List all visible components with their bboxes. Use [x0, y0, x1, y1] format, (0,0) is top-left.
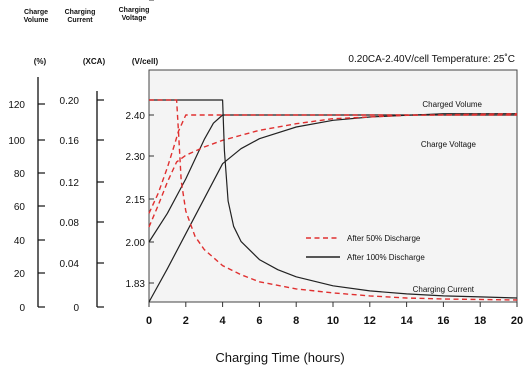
- voltage-tick-label: 2.30: [126, 152, 146, 163]
- volume-tick-label: 80: [14, 169, 26, 180]
- x-axis-ticks: 0 2 4 6 8 10 12 14 16 18 20: [146, 302, 523, 327]
- voltage-axis-header-1: Charging: [119, 7, 150, 14]
- current-axis-header-2: Current: [67, 17, 93, 24]
- voltage-axis-unit: (V/cell): [132, 57, 159, 66]
- x-tick-label: 2: [183, 315, 189, 327]
- current-tick-label: 0.12: [60, 178, 80, 189]
- volume-tick-label: 60: [14, 202, 26, 213]
- voltage-tick-label: 1.83: [126, 279, 146, 290]
- charged-volume-label: Charged Volume: [422, 100, 482, 109]
- charging-current-line-100: [149, 99, 518, 299]
- x-tick-label: 4: [220, 315, 227, 327]
- volume-tick-label: 20: [14, 269, 26, 280]
- volume-tick-label: 40: [14, 236, 26, 247]
- voltage-tick-label: 2.45: [126, 0, 146, 3]
- current-tick-label: 0.16: [60, 136, 80, 147]
- voltage-tick-label: 2.00: [126, 238, 146, 249]
- current-tick-label: 0.20: [60, 96, 80, 107]
- current-axis-header-1: Charging: [65, 9, 96, 16]
- charged-volume-line-50: [148, 113, 518, 228]
- voltage-axis-ticks: 1.83 2.00 2.15 2.30 2.40 2.45: [126, 0, 154, 290]
- current-tick-label: 0.08: [60, 218, 80, 229]
- x-tick-label: 8: [293, 315, 299, 327]
- legend-label-100: After 100% Discharge: [347, 253, 425, 262]
- x-tick-label: 14: [400, 315, 413, 327]
- chart-legend: After 50% Discharge After 100% Discharge: [306, 234, 425, 262]
- current-axis-ticks: 0 0.04 0.08 0.12 0.16 0.20: [60, 96, 104, 314]
- volume-axis-ticks: 0 20 40 60 80 100 120: [8, 100, 45, 314]
- charging-current-label: Charging Current: [413, 285, 475, 294]
- x-tick-label: 16: [437, 315, 449, 327]
- volume-tick-label: 120: [8, 100, 25, 111]
- x-tick-label: 6: [256, 315, 262, 327]
- legend-label-50: After 50% Discharge: [347, 234, 421, 243]
- volume-axis-header-2: Volume: [24, 17, 49, 24]
- current-tick-label: 0.04: [60, 259, 80, 270]
- charge-voltage-label: Charge Voltage: [421, 140, 477, 149]
- x-tick-label: 10: [327, 315, 339, 327]
- x-tick-label: 20: [511, 315, 523, 327]
- volume-tick-label: 100: [8, 136, 25, 147]
- voltage-tick-label: 2.40: [126, 111, 146, 122]
- volume-axis-header-1: Charge: [24, 9, 48, 16]
- current-axis-unit: (XCA): [83, 57, 106, 66]
- series-layer: [148, 99, 518, 303]
- current-tick-label: 0: [73, 303, 79, 314]
- charging-current-line-50: [149, 99, 518, 301]
- volume-axis-unit: (%): [34, 57, 47, 66]
- charge-voltage-line-50: [148, 114, 517, 214]
- x-tick-label: 0: [146, 315, 152, 327]
- x-tick-label: 18: [474, 315, 486, 327]
- x-axis-label: Charging Time (hours): [215, 350, 344, 365]
- chart-conditions: 0.20CA-2.40V/cell Temperature: 25˚C: [348, 53, 515, 65]
- x-tick-label: 12: [364, 315, 376, 327]
- voltage-axis-header-2: Voltage: [122, 15, 147, 22]
- volume-tick-label: 0: [19, 303, 25, 314]
- voltage-tick-label: 2.15: [126, 195, 146, 206]
